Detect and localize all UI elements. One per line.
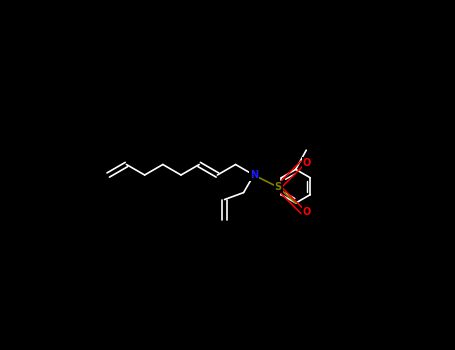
Text: N: N <box>250 170 258 180</box>
Text: S: S <box>275 182 282 192</box>
Text: O: O <box>303 207 311 217</box>
Text: O: O <box>303 158 311 168</box>
